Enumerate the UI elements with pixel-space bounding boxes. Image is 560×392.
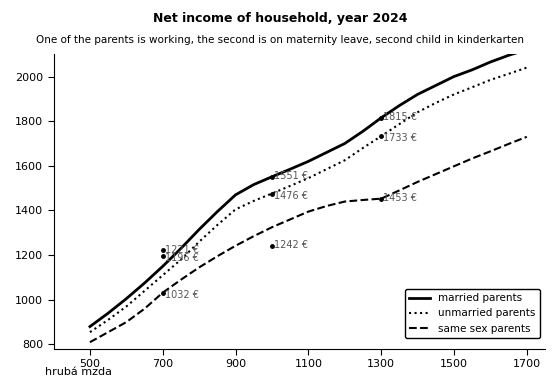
Text: 1032 €: 1032 € [165,290,198,300]
Text: One of the parents is working, the second is on maternity leave, second child in: One of the parents is working, the secon… [36,35,524,45]
Text: 1221 €: 1221 € [165,245,199,255]
Text: 1196 €: 1196 € [165,253,198,263]
Text: 1551 €: 1551 € [274,171,308,181]
X-axis label: hrubá mzda: hrubá mzda [45,367,111,377]
Text: 1242 €: 1242 € [274,240,308,250]
Legend: married parents, unmarried parents, same sex parents: married parents, unmarried parents, same… [405,289,540,338]
Text: 1815 €: 1815 € [383,113,417,122]
Text: 1476 €: 1476 € [274,191,307,201]
Text: Net income of household, year 2024: Net income of household, year 2024 [153,12,407,25]
Text: 1733 €: 1733 € [383,133,417,143]
Text: 1453 €: 1453 € [383,193,417,203]
